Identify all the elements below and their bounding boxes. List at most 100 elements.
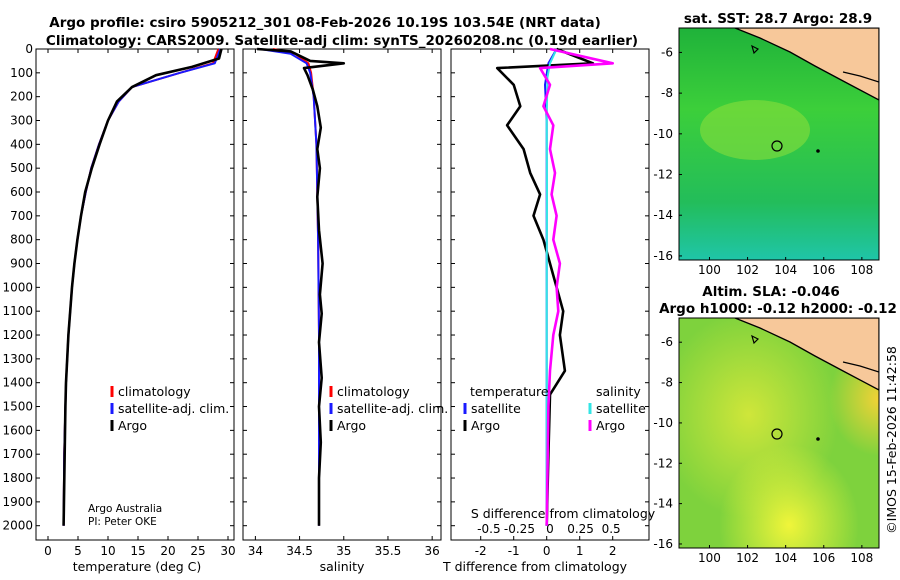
island-dot [816, 149, 820, 153]
t-difference-xlabel: T difference from climatology [442, 559, 628, 574]
x-tick-label: 1 [576, 544, 584, 558]
map-lon-label: 104 [774, 263, 797, 277]
axis-ticks: 0100200300400500600700800900100011001200… [2, 42, 649, 558]
series-line-temperature-argo [495, 47, 595, 526]
depth-tick-label: 300 [10, 114, 33, 128]
series-line-argo [62, 48, 223, 526]
map-lat-label: -8 [661, 86, 673, 100]
legend-satellite: satellite-adj. clim. [337, 401, 448, 416]
depth-tick-label: 1600 [2, 423, 33, 437]
depth-tick-label: 100 [10, 66, 33, 80]
island-dot [816, 437, 820, 441]
s-diff-tick-label: -0.5 [477, 522, 500, 536]
land-sumatra [734, 28, 879, 101]
depth-tick-label: 1100 [2, 304, 33, 318]
temperature-axes [35, 48, 235, 541]
map-lat-label: -16 [653, 537, 673, 551]
x-tick-label: 10 [100, 544, 115, 558]
series-line-climatology [272, 48, 320, 526]
depth-tick-label: 1000 [2, 280, 33, 294]
x-tick-label: 2 [609, 544, 617, 558]
credit-line2: PI: Peter OKE [88, 516, 157, 528]
legend-temperature-heading: temperature [470, 384, 549, 399]
depth-tick-label: 600 [10, 185, 33, 199]
depth-tick-label: 1300 [2, 352, 33, 366]
map-lon-label: 106 [812, 551, 835, 565]
legend-climatology: climatology [118, 384, 191, 399]
x-tick-label: -1 [508, 544, 520, 558]
legend-temperature: climatology satellite-adj. clim. Argo [110, 384, 229, 433]
map-lat-label: -14 [653, 497, 673, 511]
x-tick-label: 15 [130, 544, 145, 558]
map-lat-label: -14 [653, 208, 673, 222]
legend-salinity: climatology satellite-adj. clim. Argo [329, 384, 448, 433]
s-diff-tick-label: 0.25 [567, 522, 594, 536]
map-lon-label: 100 [698, 551, 721, 565]
sla-map [679, 318, 879, 548]
s-diff-tick-label: -0.25 [504, 522, 535, 536]
x-tick-label: 25 [190, 544, 205, 558]
coastline-java [842, 361, 879, 373]
difference-axes [450, 48, 650, 541]
map-lon-label: 100 [698, 263, 721, 277]
series-line-argo [257, 47, 346, 526]
legend-satellite: satellite-adj. clim. [118, 401, 229, 416]
legend-argo: Argo [337, 418, 366, 433]
series-line-satellite-adj-clim- [62, 48, 222, 526]
map-lat-label: -6 [661, 335, 673, 349]
map-lon-label: 102 [736, 263, 759, 277]
map2-title-line2: Argo h1000: -0.12 h2000: -0.12 [659, 301, 897, 317]
x-tick-label: 34 [248, 544, 263, 558]
depth-tick-label: 1500 [2, 400, 33, 414]
map1-frame [678, 27, 880, 261]
x-tick-label: -2 [475, 544, 487, 558]
float-position-marker [771, 428, 783, 440]
depth-tick-label: 400 [10, 137, 33, 151]
map-lat-label: -6 [661, 45, 673, 59]
depth-tick-label: 2000 [2, 519, 33, 533]
x-tick-label: 0 [44, 544, 52, 558]
salinity-axes [242, 48, 442, 541]
legend-argo: Argo [118, 418, 147, 433]
land-sumatra [734, 318, 879, 391]
map-lat-label: -10 [653, 127, 673, 141]
imos-timestamp: ©IMOS 15-Feb-2026 11:42:58 [884, 346, 899, 534]
map-lat-label: -16 [653, 249, 673, 263]
depth-tick-label: 900 [10, 257, 33, 271]
legend-s-argo: Argo [596, 418, 625, 433]
legend-t-argo: Argo [471, 418, 500, 433]
map-lon-label: 108 [850, 551, 873, 565]
map2-title-line1: Altim. SLA: -0.046 [702, 284, 839, 300]
figure-title-line2: Climatology: CARS2009. Satellite-adj cli… [46, 33, 638, 49]
x-tick-label: 30 [220, 544, 235, 558]
map-lon-label: 106 [812, 263, 835, 277]
depth-tick-label: 200 [10, 90, 33, 104]
series-line-salinity-satellite [545, 48, 558, 526]
map-lon-label: 102 [736, 551, 759, 565]
legend-climatology: climatology [337, 384, 410, 399]
float-position-marker [771, 140, 783, 152]
depth-tick-label: 800 [10, 233, 33, 247]
map-lat-label: -12 [653, 168, 673, 182]
credit-line1: Argo Australia [88, 503, 162, 515]
depth-tick-label: 500 [10, 161, 33, 175]
s-diff-tick-label: 0 [546, 522, 554, 536]
depth-tick-label: 1800 [2, 471, 33, 485]
salinity-xlabel: salinity [320, 559, 365, 574]
depth-tick-label: 0 [25, 42, 33, 56]
x-tick-label: 20 [160, 544, 175, 558]
sst-map [679, 28, 879, 260]
temperature-xlabel: temperature (deg C) [73, 559, 202, 574]
island-outline [751, 44, 760, 55]
island-outline [751, 334, 760, 345]
depth-tick-label: 1900 [2, 495, 33, 509]
depth-tick-label: 1400 [2, 376, 33, 390]
map-lat-label: -10 [653, 416, 673, 430]
map-lat-label: -8 [661, 376, 673, 390]
figure-title-line1: Argo profile: csiro 5905212_301 08-Feb-2… [49, 15, 600, 31]
x-tick-label: 34.5 [286, 544, 313, 558]
legend-difference: temperature satellite Argo salinity sate… [463, 384, 646, 433]
s-diff-tick-label: 0.5 [602, 522, 621, 536]
x-tick-label: 36 [425, 544, 440, 558]
